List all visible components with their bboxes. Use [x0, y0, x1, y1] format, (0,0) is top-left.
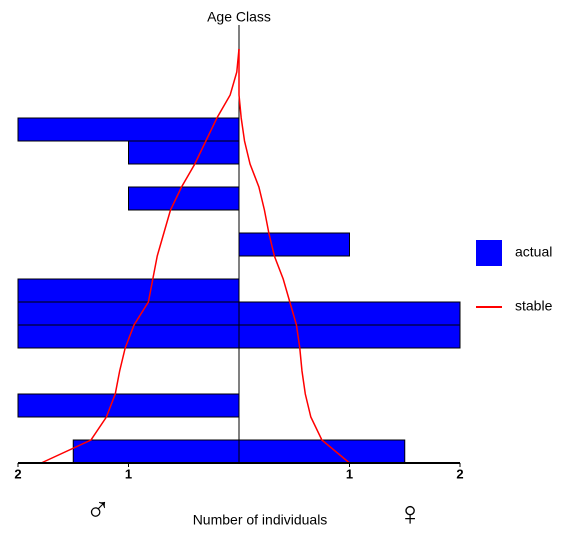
bar	[72, 439, 240, 464]
bar	[238, 232, 350, 257]
bar	[238, 301, 461, 326]
bar	[17, 301, 240, 326]
legend-label: actual	[515, 244, 552, 260]
bar	[238, 439, 406, 464]
x-tick-label: 1	[346, 466, 353, 481]
stable-line	[40, 48, 240, 464]
chart-title: Age Class	[207, 9, 271, 25]
x-axis-label: Number of individuals	[193, 512, 328, 528]
bar	[128, 186, 240, 211]
bar	[128, 140, 240, 165]
bar	[17, 393, 240, 418]
bar	[238, 324, 461, 349]
bar	[17, 278, 240, 303]
legend-label: stable	[515, 298, 553, 314]
bar	[17, 117, 240, 142]
stable-line	[238, 49, 350, 464]
bar	[17, 324, 240, 349]
male-symbol: ♂	[85, 491, 111, 529]
x-tick-label: 2	[456, 466, 463, 481]
legend-swatch	[476, 240, 502, 266]
x-tick-label: 1	[125, 466, 132, 481]
x-tick-label: 2	[14, 466, 21, 481]
female-symbol: ♀	[397, 495, 423, 533]
